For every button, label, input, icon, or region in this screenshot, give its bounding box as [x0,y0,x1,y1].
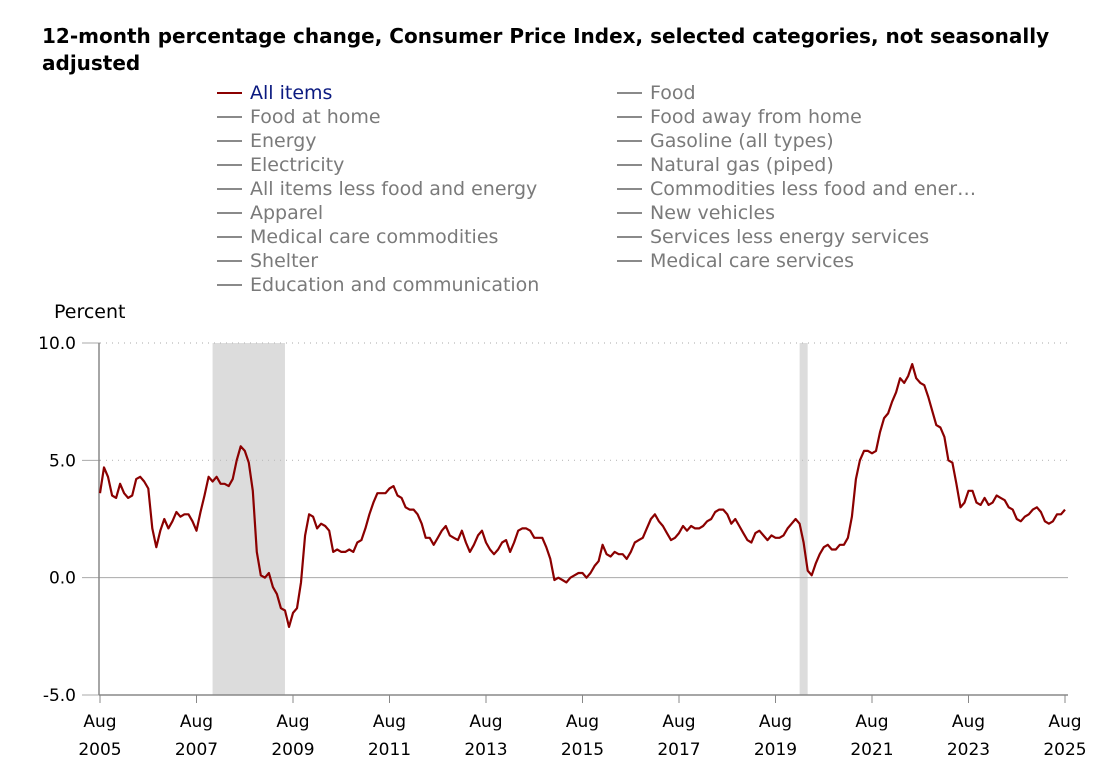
legend-item[interactable]: Shelter [250,250,318,272]
x-tick-year: 2013 [464,740,507,760]
x-tick-year: 2025 [1043,740,1086,760]
series-group [98,363,1066,628]
x-tick-month: Aug [662,712,695,732]
x-tick-year: 2021 [850,740,893,760]
recession-shading [212,343,808,695]
x-tick-year: 2005 [78,740,121,760]
legend-item[interactable]: Natural gas (piped) [650,154,834,176]
legend-item[interactable]: Energy [250,130,317,152]
x-tick-month: Aug [83,712,116,732]
x-tick-month: Aug [180,712,213,732]
x-tick-month: Aug [469,712,502,732]
chart-title-line-1: 12-month percentage change, Consumer Pri… [42,24,1049,48]
legend-item[interactable]: Medical care commodities [250,226,498,248]
x-tick-month: Aug [276,712,309,732]
x-tick-month: Aug [759,712,792,732]
legend-item[interactable]: Food at home [250,106,381,128]
x-tick-year: 2023 [947,740,990,760]
legend-item[interactable]: Food [650,82,696,104]
y-axis-label: Percent [54,301,126,323]
y-tick-label: 5.0 [49,451,76,471]
x-tick-month: Aug [855,712,888,732]
y-tick-label: 10.0 [38,334,76,354]
legend-item[interactable]: All items less food and energy [250,178,537,200]
legend-item[interactable]: Education and communication [250,274,539,296]
legend-item[interactable]: Apparel [250,202,323,224]
legend-item[interactable]: Gasoline (all types) [650,130,834,152]
gridlines: 10.0 5.0 0.0 -5.0 [38,334,1068,706]
x-tick-year: 2017 [657,740,700,760]
x-tick-month: Aug [373,712,406,732]
legend-item[interactable]: Services less energy services [650,226,929,248]
x-tick-year: 2011 [368,740,411,760]
legend-item[interactable]: Commodities less food and ener… [650,178,976,200]
y-tick-label: -5.0 [43,686,76,706]
x-tick-month: Aug [952,712,985,732]
recession-band [799,343,808,695]
legend-item[interactable]: All items [250,82,332,104]
recession-band [212,343,285,695]
x-tick-year: 2019 [754,740,797,760]
x-tick-year: 2015 [561,740,604,760]
chart-title-line-2: adjusted [42,51,140,75]
y-tick-label: 0.0 [49,569,76,589]
x-tick-month: Aug [566,712,599,732]
axes: Aug 2005 Aug 2007 Aug 2009 Aug 2011 Aug 2013 Aug 20… [78,343,1087,760]
legend-item[interactable]: Food away from home [650,106,862,128]
legend-item[interactable]: Medical care services [650,250,854,272]
legend-item[interactable]: New vehicles [650,202,775,224]
x-tick-month: Aug [1048,712,1081,732]
legend-item[interactable]: Electricity [250,154,344,176]
x-tick-year: 2007 [175,740,218,760]
x-tick-year: 2009 [271,740,314,760]
legend: All items Food Food at home Food away from … [217,82,976,296]
